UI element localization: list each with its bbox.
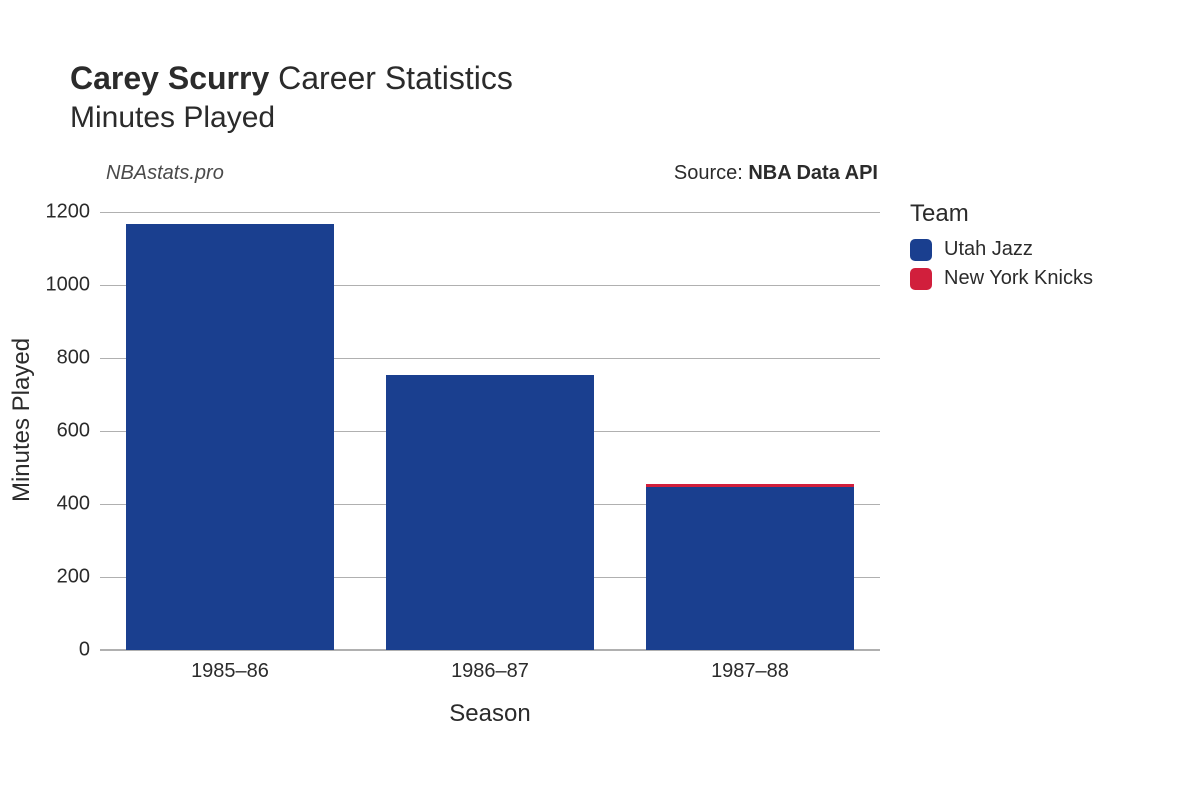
source-name: NBA Data API	[748, 162, 878, 184]
title-rest: Career Statistics	[269, 60, 513, 96]
plot-inner	[100, 190, 880, 650]
x-axis-title: Season	[100, 700, 880, 728]
y-tick-label: 800	[20, 346, 90, 369]
source-prefix: Source:	[674, 162, 748, 184]
legend-label: New York Knicks	[944, 267, 1093, 290]
watermark-text: NBAstats.pro	[106, 162, 224, 185]
y-tick-label: 600	[20, 419, 90, 442]
bar-segment	[126, 224, 334, 650]
y-tick-label: 400	[20, 492, 90, 515]
bar-segment	[646, 484, 854, 487]
legend-title: Team	[910, 200, 1093, 228]
y-tick-label: 1000	[20, 273, 90, 296]
chart-subtitle: Minutes Played	[70, 101, 513, 135]
legend-swatch	[910, 268, 932, 290]
bar-segment	[386, 375, 594, 650]
chart-title: Carey Scurry Career Statistics	[70, 60, 513, 97]
y-tick-label: 200	[20, 565, 90, 588]
plot-area: NBAstats.pro Source: NBA Data API Minute…	[100, 190, 880, 650]
y-tick-label: 0	[20, 639, 90, 662]
x-tick-label: 1987–88	[711, 660, 789, 683]
y-tick-label: 1200	[20, 200, 90, 223]
title-block: Carey Scurry Career Statistics Minutes P…	[70, 60, 513, 135]
gridline	[100, 650, 880, 651]
legend: Team Utah Jazz New York Knicks	[910, 200, 1093, 296]
bar-segment	[646, 487, 854, 650]
legend-item: New York Knicks	[910, 267, 1093, 290]
bar-group	[386, 375, 594, 650]
title-bold: Carey Scurry	[70, 60, 269, 96]
bar-group	[126, 224, 334, 650]
bar-group	[646, 484, 854, 650]
gridline	[100, 212, 880, 213]
x-tick-label: 1985–86	[191, 660, 269, 683]
x-tick-label: 1986–87	[451, 660, 529, 683]
chart-container: Carey Scurry Career Statistics Minutes P…	[0, 0, 1200, 800]
source-text: Source: NBA Data API	[674, 162, 878, 185]
legend-label: Utah Jazz	[944, 238, 1033, 261]
legend-item: Utah Jazz	[910, 238, 1093, 261]
legend-swatch	[910, 239, 932, 261]
